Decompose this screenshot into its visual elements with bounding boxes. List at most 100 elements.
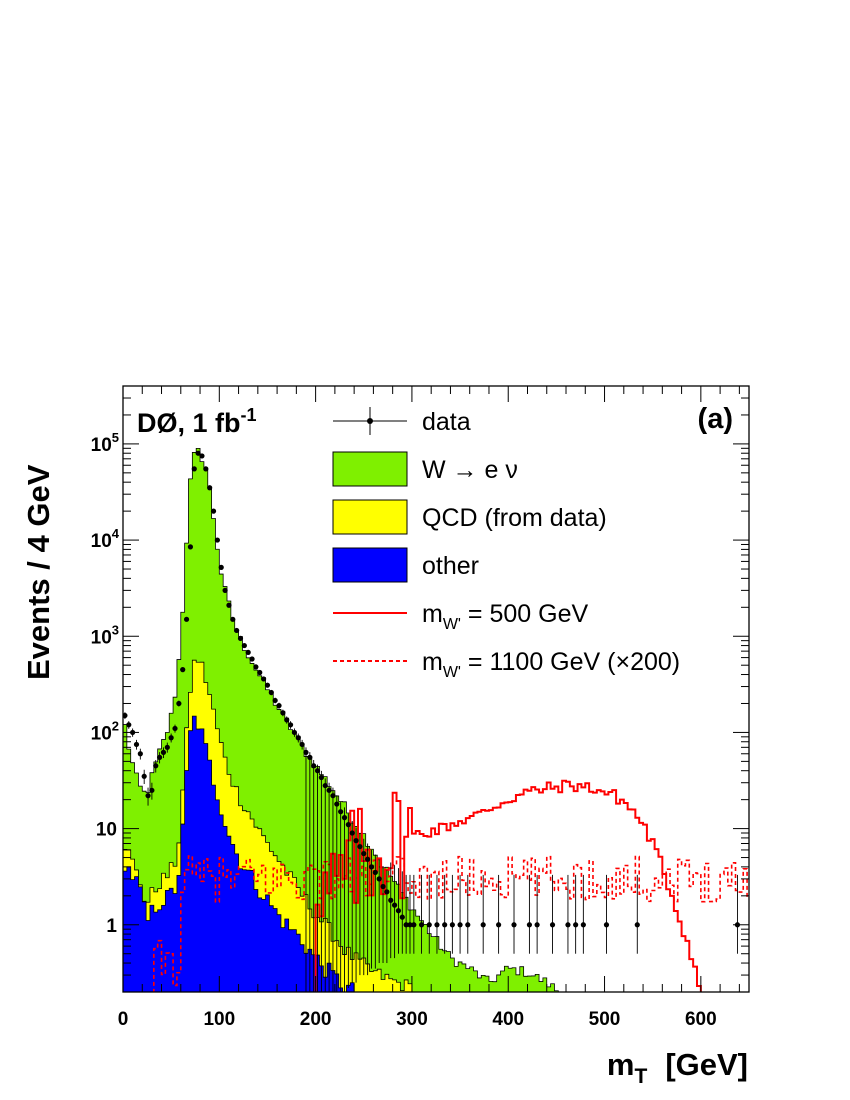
svg-text:mT[GeV]: mT [GeV] [607,1047,748,1088]
data-point [222,587,228,593]
data-point [391,902,398,908]
legend-entry: other [332,547,479,583]
legend-swatch [332,451,408,487]
data-point [372,869,378,876]
data-point [480,922,486,928]
data-point [257,669,263,676]
data-point [164,744,170,750]
other-histogram [123,715,355,992]
data-point [156,754,163,760]
legend-label: QCD (from data) [422,504,607,532]
y-tick-label: 103 [91,622,119,648]
data-point [549,922,556,928]
data-point [249,656,255,662]
data-point [380,883,386,890]
data-point [426,922,432,928]
data-point [195,450,201,456]
data-point [261,676,267,682]
data-point [180,667,186,673]
x-tick-label: 300 [396,1009,428,1030]
data-point [207,485,213,491]
legend-entry: W → e ν [332,451,518,487]
y-tick-label: 105 [91,430,119,456]
data-point [399,914,405,920]
data-point [172,725,178,732]
data-point [280,710,286,716]
data-point [338,809,344,815]
legend-label: mW' = 1100 GeV (×200) [422,648,680,681]
data-point [449,922,455,928]
data-point [511,922,517,928]
data-point [187,544,194,550]
data-point [145,793,151,799]
data-point [388,897,394,903]
x-tick-label: 200 [300,1009,332,1030]
data-point [303,749,309,755]
x-tick-label: 100 [203,1009,235,1030]
data-point [442,922,448,928]
data-point [199,453,205,459]
data-point [133,741,140,748]
y-tick-label: 104 [91,526,120,552]
data-point [573,922,579,928]
histogram-layer [123,447,749,992]
data-point [465,922,471,928]
x-tick-label: 500 [589,1009,621,1030]
data-point [565,922,571,928]
data-point [234,627,240,634]
data-point [353,838,359,844]
data-point [534,922,540,928]
data-point [361,850,367,857]
data-point [160,749,167,755]
legend-label: W → e ν [422,456,518,484]
data-points-layer [123,450,741,992]
legend-entry: data [333,407,471,436]
y-tick-label: 1 [106,916,117,937]
svg-text:Events / 4 GeV: Events / 4 GeV [21,464,56,680]
data-point [322,782,328,789]
data-point [457,922,463,928]
x-tick-label: 400 [492,1009,524,1030]
data-point [434,922,440,928]
data-point [291,729,298,736]
data-point [295,735,301,741]
data-point [214,537,220,543]
wprime-1100-histogram [153,855,749,992]
data-point [168,735,174,741]
data-point [634,922,640,928]
panel-label: (a) [698,403,733,435]
data-point [264,682,271,688]
data-point [411,922,417,928]
data-point [311,763,317,769]
legend-entry: mW' = 1100 GeV (×200) [333,648,680,681]
data-point [284,717,290,723]
data-point [176,700,182,707]
data-point [603,922,610,928]
legend-label: mW' = 500 GeV [422,600,588,633]
data-point [183,616,190,622]
data-point [395,908,402,914]
data-point [403,922,409,928]
data-point [137,751,143,757]
data-point [580,922,586,928]
data-point [345,822,351,828]
legend: data W → e ν QCD (from data) other mW' = 500… [332,407,680,681]
data-point [349,830,355,836]
data-point [330,793,336,799]
legend-swatch [332,499,408,535]
data-point [141,773,147,779]
data-point [526,922,533,928]
data-point [203,466,209,472]
x-tick-label: 0 [118,1009,129,1030]
data-point [210,508,217,514]
data-point [245,649,251,655]
data-point [376,876,382,882]
data-point [241,642,247,649]
experiment-label: DØ, 1 fb-1 [137,405,257,438]
wprime-500-histogram [314,779,702,992]
data-point [314,768,321,774]
legend-label: data [422,408,471,436]
data-point [407,922,413,928]
data-point [368,864,375,870]
